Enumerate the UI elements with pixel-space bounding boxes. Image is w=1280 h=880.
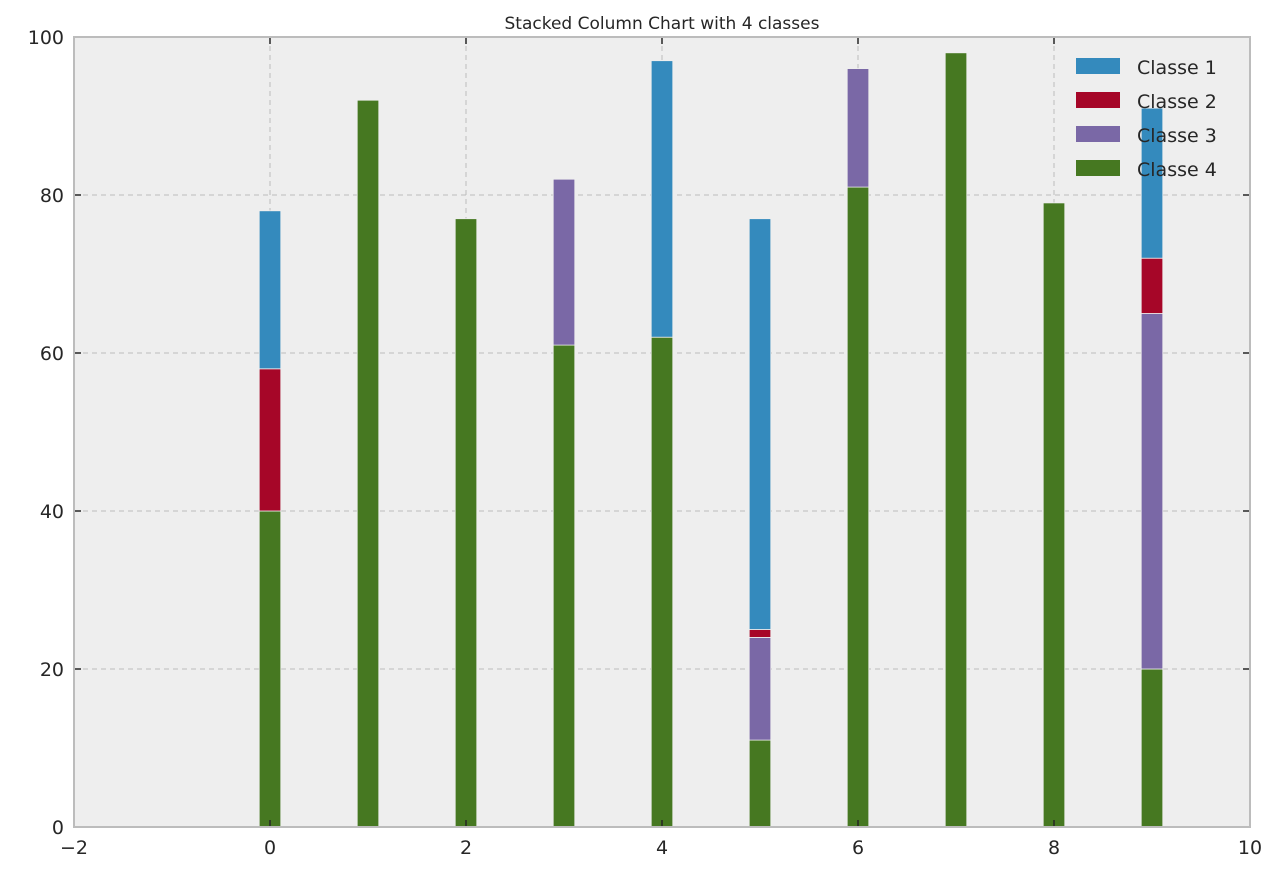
x-tick-label: 8 (1048, 837, 1060, 859)
bar-classe-4-x6 (846, 186, 870, 828)
bar-classe-3-x5 (748, 637, 772, 741)
bar-classe-3-x3 (552, 178, 576, 346)
bar-classe-2-x5 (748, 629, 772, 638)
x-tick-label: 2 (460, 837, 472, 859)
bars (258, 52, 1164, 828)
bar-classe-4-x5 (748, 739, 772, 828)
legend: Classe 1 Classe 2 Classe 3 Classe 4 (1076, 57, 1217, 181)
legend-swatch-classe-1 (1076, 58, 1120, 74)
bar-classe-4-x2 (454, 218, 478, 828)
bar-classe-4-x9 (1140, 668, 1164, 828)
bar-classe-3-x9 (1140, 313, 1164, 670)
legend-swatch-classe-2 (1076, 92, 1120, 108)
bar-classe-2-x0 (258, 368, 282, 512)
bar-classe-1-x0 (258, 210, 282, 370)
legend-label: Classe 1 (1137, 57, 1217, 79)
y-tick-label: 100 (28, 27, 64, 49)
plot-frame (73, 36, 1251, 828)
legend-swatch-classe-4 (1076, 160, 1120, 176)
x-tick-label: −2 (60, 837, 88, 859)
x-tick-label: 4 (656, 837, 668, 859)
y-tick-label: 0 (52, 817, 64, 839)
bar-classe-3-x6 (846, 68, 870, 188)
y-tick-label: 40 (40, 501, 64, 523)
legend-label: Classe 4 (1137, 159, 1217, 181)
legend-label: Classe 2 (1137, 91, 1217, 113)
bar-classe-1-x4 (650, 60, 674, 338)
bar-classe-4-x8 (1042, 202, 1066, 828)
legend-swatch-classe-3 (1076, 126, 1120, 142)
x-tick-label: 6 (852, 837, 864, 859)
bar-classe-4-x4 (650, 336, 674, 828)
bar-classe-2-x9 (1140, 257, 1164, 314)
bar-classe-4-x7 (944, 52, 968, 828)
y-tick-label: 80 (40, 185, 64, 207)
bar-classe-4-x3 (552, 344, 576, 828)
chart-title: Stacked Column Chart with 4 classes (505, 14, 820, 34)
bar-classe-4-x1 (356, 99, 380, 828)
bar-classe-1-x5 (748, 218, 772, 630)
y-tick-label: 20 (40, 659, 64, 681)
x-tick-label: 10 (1238, 837, 1262, 859)
x-tick-label: 0 (264, 837, 276, 859)
y-tick-label: 60 (40, 343, 64, 365)
bar-classe-4-x0 (258, 510, 282, 828)
bar-classe-1-x9 (1140, 107, 1164, 259)
legend-label: Classe 3 (1137, 125, 1217, 147)
